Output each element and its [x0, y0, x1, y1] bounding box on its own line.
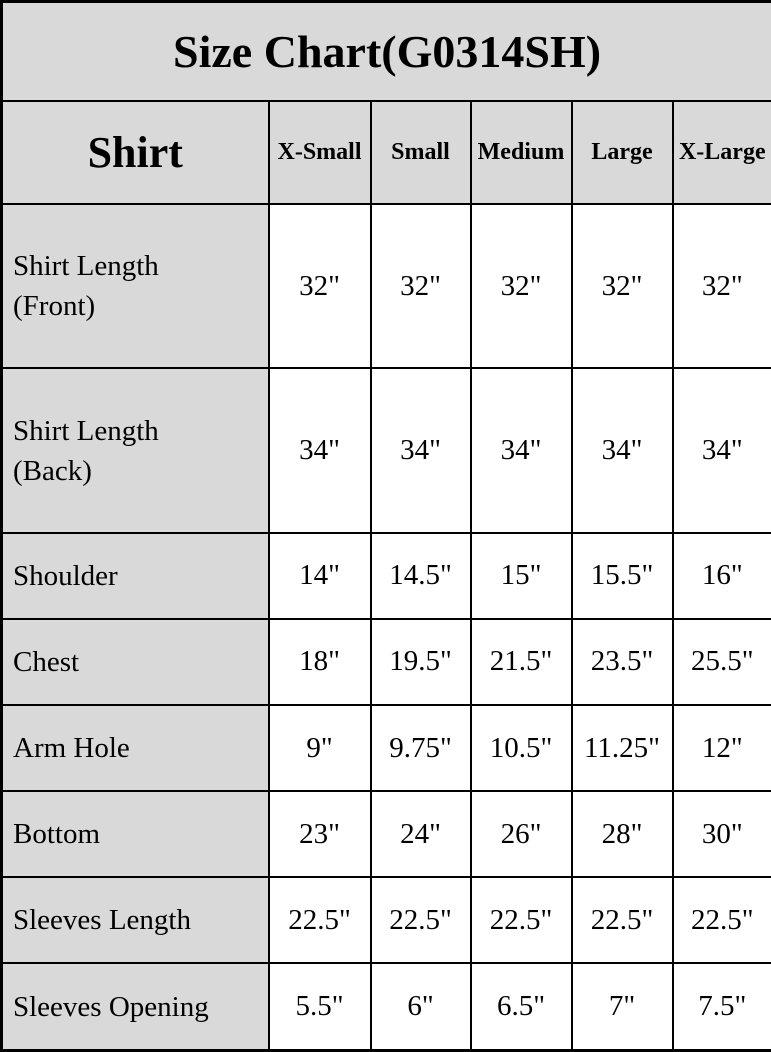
row-label: Sleeves Opening — [0, 962, 270, 1052]
size-value: 24" — [369, 790, 472, 879]
row-label: Shoulder — [0, 531, 270, 620]
size-value: 32" — [267, 202, 372, 370]
size-value: 22.5" — [369, 876, 472, 965]
size-value: 22.5" — [469, 876, 573, 965]
column-header-medium: Medium — [469, 100, 573, 205]
size-value: 5.5" — [267, 962, 372, 1052]
size-value: 23.5" — [570, 617, 674, 707]
size-value: 14.5" — [369, 531, 472, 620]
size-value: 28" — [570, 790, 674, 879]
size-value: 32" — [469, 202, 573, 370]
size-value: 22.5" — [267, 876, 372, 965]
table-row: Shirt Length (Back) 34" 34" 34" 34" 34" — [0, 367, 771, 534]
size-value: 25.5" — [671, 617, 771, 707]
size-value: 32" — [570, 202, 674, 370]
size-value: 12" — [671, 704, 771, 793]
size-value: 10.5" — [469, 704, 573, 793]
table-row: Bottom 23" 24" 26" 28" 30" — [0, 790, 771, 879]
size-value: 16" — [671, 531, 771, 620]
table-row: Sleeves Length 22.5" 22.5" 22.5" 22.5" 2… — [0, 876, 771, 965]
size-value: 34" — [267, 367, 372, 534]
page-title: Size Chart(G0314SH) — [0, 0, 771, 102]
size-value: 34" — [369, 367, 472, 534]
row-label: Bottom — [0, 790, 270, 879]
size-value: 34" — [570, 367, 674, 534]
size-value: 22.5" — [570, 876, 674, 965]
size-value: 7" — [570, 962, 674, 1052]
size-value: 30" — [671, 790, 771, 879]
title-row: Size Chart(G0314SH) — [0, 0, 771, 102]
size-value: 19.5" — [369, 617, 472, 707]
table-row: Shirt Length (Front) 32" 32" 32" 32" 32" — [0, 202, 771, 370]
table-corner-label: Shirt — [0, 100, 270, 205]
size-value: 23" — [267, 790, 372, 879]
row-label: Shirt Length (Front) — [0, 202, 270, 370]
size-value: 34" — [469, 367, 573, 534]
column-header-small: Small — [369, 100, 472, 205]
size-value: 6" — [369, 962, 472, 1052]
column-header-large: Large — [570, 100, 674, 205]
size-value: 7.5" — [671, 962, 771, 1052]
table-row: Sleeves Opening 5.5" 6" 6.5" 7" 7.5" — [0, 962, 771, 1052]
column-header-xlarge: X-Large — [671, 100, 771, 205]
row-label: Shirt Length (Back) — [0, 367, 270, 534]
row-label: Sleeves Length — [0, 876, 270, 965]
size-value: 18" — [267, 617, 372, 707]
size-value: 32" — [369, 202, 472, 370]
size-value: 22.5" — [671, 876, 771, 965]
row-label: Arm Hole — [0, 704, 270, 793]
row-label: Chest — [0, 617, 270, 707]
size-value: 9" — [267, 704, 372, 793]
size-value: 9.75" — [369, 704, 472, 793]
table-row: Arm Hole 9" 9.75" 10.5" 11.25" 12" — [0, 704, 771, 793]
size-value: 6.5" — [469, 962, 573, 1052]
size-value: 15" — [469, 531, 573, 620]
size-value: 21.5" — [469, 617, 573, 707]
size-value: 32" — [671, 202, 771, 370]
size-value: 26" — [469, 790, 573, 879]
table-row: Chest 18" 19.5" 21.5" 23.5" 25.5" — [0, 617, 771, 707]
column-header-xsmall: X-Small — [267, 100, 372, 205]
size-value: 14" — [267, 531, 372, 620]
table-row: Shoulder 14" 14.5" 15" 15.5" 16" — [0, 531, 771, 620]
size-value: 15.5" — [570, 531, 674, 620]
column-header-row: Shirt X-Small Small Medium Large X-Large — [0, 100, 771, 205]
size-value: 34" — [671, 367, 771, 534]
size-value: 11.25" — [570, 704, 674, 793]
